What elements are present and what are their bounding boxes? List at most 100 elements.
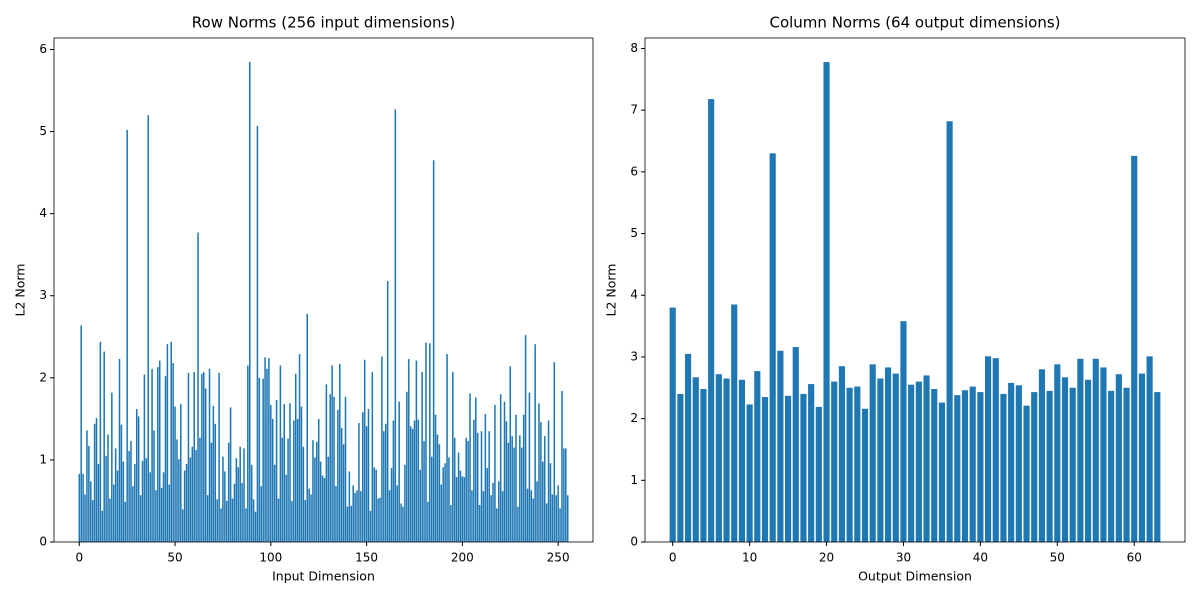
bar [260, 486, 263, 542]
bar [270, 404, 272, 542]
bar [333, 396, 335, 542]
bar [1154, 392, 1161, 542]
bar [524, 335, 527, 542]
bar [540, 422, 542, 542]
bar [283, 404, 285, 542]
subplot: 0 10 20 30 40 50 60 0 1 2 3 4 5 6 7 8 Column Norms (64 o… [604, 14, 1186, 584]
bar [141, 460, 144, 542]
bar [95, 418, 98, 542]
bar [365, 426, 368, 542]
bar [308, 488, 310, 542]
y-tick-label: 0 [630, 535, 638, 549]
bar [505, 421, 508, 542]
bar [471, 490, 473, 542]
bar [453, 437, 456, 542]
bar [823, 62, 830, 543]
x-tick-label: 200 [451, 551, 474, 565]
bar [1008, 382, 1015, 542]
bar [112, 484, 115, 542]
bar [231, 498, 234, 542]
bar [486, 468, 489, 542]
bar [145, 458, 148, 542]
bar [329, 394, 331, 542]
bar [528, 392, 531, 542]
bar [490, 495, 492, 542]
bar [476, 432, 479, 542]
bar [946, 121, 953, 542]
bar [139, 495, 142, 542]
bar [101, 510, 104, 542]
bar [210, 442, 213, 542]
bar [1138, 373, 1145, 542]
bar [204, 388, 207, 542]
bar [203, 372, 205, 542]
bar [708, 99, 715, 543]
bar [185, 464, 188, 542]
chart-title: Column Norms (64 output dimensions) [769, 14, 1060, 32]
bar [429, 343, 431, 542]
bar [543, 436, 546, 542]
y-axis-label: L2 Norm [604, 264, 619, 317]
bar [285, 474, 287, 542]
bar [346, 506, 349, 542]
bar [155, 490, 157, 542]
x-tick-label: 40 [973, 551, 988, 565]
bar [457, 452, 460, 542]
bar [459, 470, 462, 542]
bar [78, 473, 81, 542]
axes-frame [53, 37, 594, 543]
bar [350, 505, 353, 542]
bar [785, 395, 792, 542]
bar [363, 359, 366, 542]
bar [1146, 356, 1153, 542]
bar [559, 508, 561, 542]
bar [551, 494, 554, 542]
bar [271, 418, 274, 542]
bar [266, 368, 268, 542]
bar [985, 356, 992, 542]
bar [513, 447, 515, 542]
bar [501, 491, 504, 542]
bar [277, 498, 280, 542]
bar [314, 457, 316, 542]
bar [545, 503, 548, 542]
bar [455, 477, 458, 542]
bar [262, 378, 264, 542]
bar [846, 387, 853, 542]
bar [250, 464, 253, 542]
bar [331, 365, 333, 542]
bar [496, 508, 498, 542]
bar [239, 446, 241, 542]
bar [954, 395, 961, 542]
bar [304, 500, 307, 542]
bar [128, 450, 130, 542]
bar [289, 403, 291, 542]
bar [233, 483, 236, 542]
chart-title: Row Norms (256 input dimensions) [192, 14, 455, 32]
bar [143, 374, 146, 542]
bar [411, 428, 414, 542]
bar [323, 477, 326, 542]
bar [90, 481, 92, 542]
bar [402, 506, 404, 542]
bar [191, 446, 194, 542]
bar [815, 406, 822, 542]
bar [992, 358, 999, 542]
bar [325, 384, 328, 542]
bar [511, 436, 513, 542]
bar [147, 115, 150, 542]
bar [379, 497, 381, 542]
bar [195, 450, 197, 542]
bar [438, 444, 441, 542]
bar [908, 384, 915, 542]
bar [808, 384, 815, 542]
bar [383, 431, 385, 542]
bar [463, 477, 466, 542]
bar [354, 492, 356, 542]
bar [1108, 390, 1115, 542]
bar [187, 372, 190, 542]
bar [425, 342, 427, 542]
bar [692, 377, 699, 542]
bar [224, 471, 226, 542]
bar [961, 390, 969, 542]
